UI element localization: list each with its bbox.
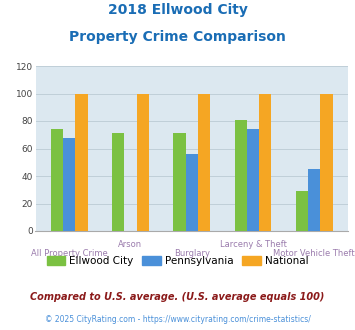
Text: © 2025 CityRating.com - https://www.cityrating.com/crime-statistics/: © 2025 CityRating.com - https://www.city… — [45, 315, 310, 324]
Bar — [186, 154, 198, 231]
Bar — [173, 133, 186, 231]
Bar — [75, 93, 88, 231]
Bar — [320, 93, 333, 231]
Text: Burglary: Burglary — [174, 249, 210, 258]
Bar — [137, 93, 149, 231]
Text: Motor Vehicle Theft: Motor Vehicle Theft — [273, 249, 355, 258]
Bar — [198, 93, 210, 231]
Text: Property Crime Comparison: Property Crime Comparison — [69, 30, 286, 44]
Text: 2018 Ellwood City: 2018 Ellwood City — [108, 3, 247, 17]
Bar — [308, 169, 320, 231]
Text: Compared to U.S. average. (U.S. average equals 100): Compared to U.S. average. (U.S. average … — [30, 292, 325, 302]
Legend: Ellwood City, Pennsylvania, National: Ellwood City, Pennsylvania, National — [42, 252, 313, 270]
Bar — [247, 129, 259, 231]
Text: All Property Crime: All Property Crime — [31, 249, 108, 258]
Text: Larceny & Theft: Larceny & Theft — [219, 240, 286, 249]
Bar — [112, 133, 124, 231]
Bar — [51, 129, 63, 231]
Bar — [235, 120, 247, 231]
Bar — [259, 93, 271, 231]
Bar — [296, 191, 308, 231]
Bar — [63, 138, 75, 231]
Text: Arson: Arson — [118, 240, 142, 249]
